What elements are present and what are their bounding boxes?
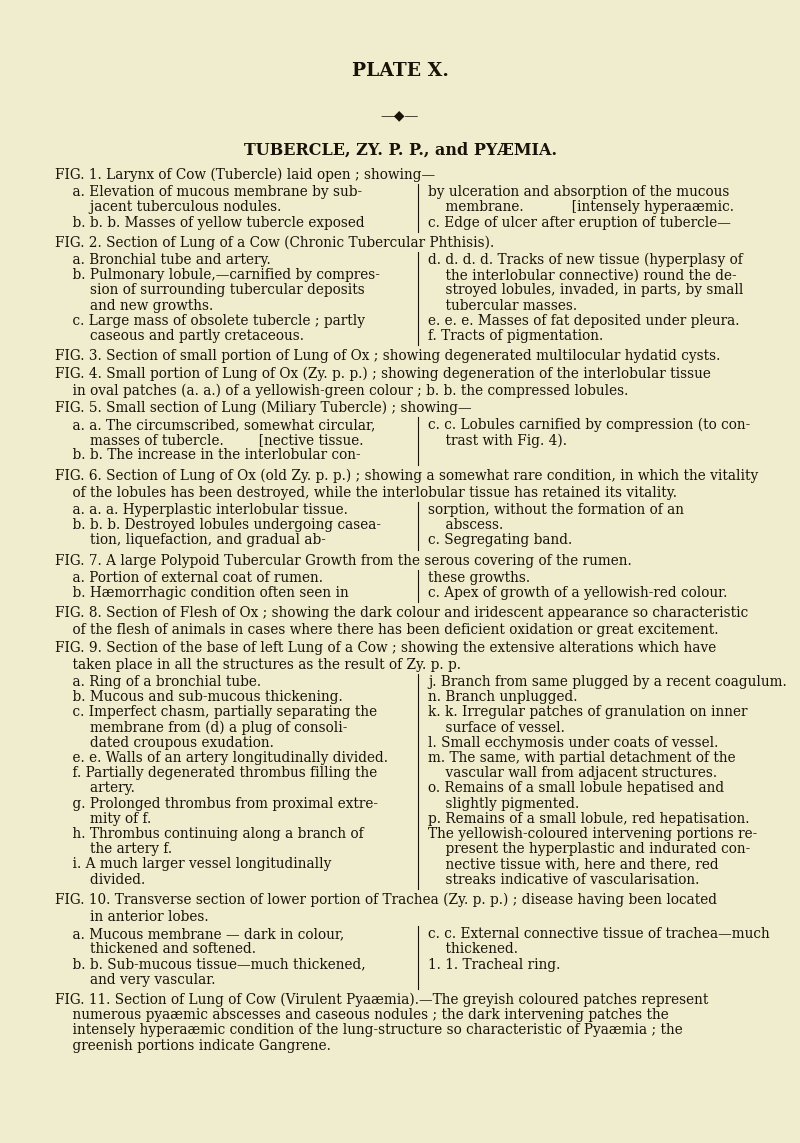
Text: divided.: divided.: [55, 872, 146, 887]
Text: thickened and softened.: thickened and softened.: [55, 942, 256, 957]
Text: FIG. 4. Small portion of Lung of Ox (Zy. p. p.) ; showing degeneration of the in: FIG. 4. Small portion of Lung of Ox (Zy.…: [55, 367, 711, 381]
Text: FIG. 10. Transverse section of lower portion of Trachea (Zy. p. p.) ; disease ha: FIG. 10. Transverse section of lower por…: [55, 893, 717, 908]
Text: n. Branch unplugged.: n. Branch unplugged.: [428, 690, 578, 704]
Text: greenish portions indicate Gangrene.: greenish portions indicate Gangrene.: [55, 1039, 331, 1053]
Text: membrane.           [intensely hyperaæmic.: membrane. [intensely hyperaæmic.: [428, 200, 734, 215]
Text: a. Portion of external coat of rumen.: a. Portion of external coat of rumen.: [55, 570, 323, 585]
Text: c. Large mass of obsolete tubercle ; partly: c. Large mass of obsolete tubercle ; par…: [55, 314, 365, 328]
Text: b. Hæmorrhagic condition often seen in: b. Hæmorrhagic condition often seen in: [55, 586, 349, 600]
Text: a. a. The circumscribed, somewhat circular,: a. a. The circumscribed, somewhat circul…: [55, 418, 375, 432]
Text: b. b. b. Masses of yellow tubercle exposed: b. b. b. Masses of yellow tubercle expos…: [55, 216, 365, 230]
Text: d. d. d. d. Tracks of new tissue (hyperplasy of: d. d. d. d. Tracks of new tissue (hyperp…: [428, 253, 742, 267]
Text: b. Mucous and sub-mucous thickening.: b. Mucous and sub-mucous thickening.: [55, 690, 342, 704]
Text: k. k. Irregular patches of granulation on inner: k. k. Irregular patches of granulation o…: [428, 705, 747, 719]
Text: a. Mucous membrane — dark in colour,: a. Mucous membrane — dark in colour,: [55, 927, 344, 941]
Text: o. Remains of a small lobule hepatised and: o. Remains of a small lobule hepatised a…: [428, 782, 724, 796]
Text: intensely hyperaæmic condition of the lung-structure so characteristic of Pyaæmi: intensely hyperaæmic condition of the lu…: [55, 1023, 682, 1038]
Text: vascular wall from adjacent structures.: vascular wall from adjacent structures.: [428, 766, 717, 781]
Text: b. Pulmonary lobule,—carnified by compres-: b. Pulmonary lobule,—carnified by compre…: [55, 269, 380, 282]
Text: a. a. a. Hyperplastic interlobular tissue.: a. a. a. Hyperplastic interlobular tissu…: [55, 503, 348, 517]
Text: c. Edge of ulcer after eruption of tubercle—: c. Edge of ulcer after eruption of tuber…: [428, 216, 731, 230]
Text: and very vascular.: and very vascular.: [55, 973, 215, 986]
Text: c. Segregating band.: c. Segregating band.: [428, 534, 572, 547]
Text: of the flesh of animals in cases where there has been deficient oxidation or gre: of the flesh of animals in cases where t…: [55, 623, 718, 638]
Text: c. c. External connective tissue of trachea—much: c. c. External connective tissue of trac…: [428, 927, 770, 941]
Text: c. Imperfect chasm, partially separating the: c. Imperfect chasm, partially separating…: [55, 705, 377, 719]
Text: the artery f.: the artery f.: [55, 842, 172, 856]
Text: membrane from (d) a plug of consoli-: membrane from (d) a plug of consoli-: [55, 720, 347, 735]
Text: caseous and partly cretaceous.: caseous and partly cretaceous.: [55, 329, 304, 343]
Text: l. Small ecchymosis under coats of vessel.: l. Small ecchymosis under coats of vesse…: [428, 736, 718, 750]
Text: sion of surrounding tubercular deposits: sion of surrounding tubercular deposits: [55, 283, 365, 297]
Text: of the lobules has been destroyed, while the interlobular tissue has retained it: of the lobules has been destroyed, while…: [55, 486, 677, 499]
Text: i. A much larger vessel longitudinally: i. A much larger vessel longitudinally: [55, 857, 331, 871]
Text: FIG. 2. Section of Lung of a Cow (Chronic Tubercular Phthisis).: FIG. 2. Section of Lung of a Cow (Chroni…: [55, 235, 494, 250]
Text: a. Bronchial tube and artery.: a. Bronchial tube and artery.: [55, 253, 270, 267]
Text: FIG. 8. Section of Flesh of Ox ; showing the dark colour and iridescent appearan: FIG. 8. Section of Flesh of Ox ; showing…: [55, 606, 748, 621]
Text: FIG. 3. Section of small portion of Lung of Ox ; showing degenerated multilocula: FIG. 3. Section of small portion of Lung…: [55, 350, 720, 363]
Text: taken place in all the structures as the result of Zy. p. p.: taken place in all the structures as the…: [55, 658, 461, 672]
Text: a. Ring of a bronchial tube.: a. Ring of a bronchial tube.: [55, 676, 261, 689]
Text: e. e. e. Masses of fat deposited under pleura.: e. e. e. Masses of fat deposited under p…: [428, 314, 739, 328]
Text: these growths.: these growths.: [428, 570, 530, 585]
Text: 1. 1. Tracheal ring.: 1. 1. Tracheal ring.: [428, 958, 560, 972]
Text: b. b. b. Destroyed lobules undergoing casea-: b. b. b. Destroyed lobules undergoing ca…: [55, 518, 381, 533]
Text: PLATE X.: PLATE X.: [351, 62, 449, 80]
Text: e. e. Walls of an artery longitudinally divided.: e. e. Walls of an artery longitudinally …: [55, 751, 388, 765]
Text: —◆—: —◆—: [381, 107, 419, 122]
Text: The yellowish-coloured intervening portions re-: The yellowish-coloured intervening porti…: [428, 828, 758, 841]
Text: thickened.: thickened.: [428, 942, 518, 957]
Text: c. Apex of growth of a yellowish-red colour.: c. Apex of growth of a yellowish-red col…: [428, 586, 727, 600]
Text: sorption, without the formation of an: sorption, without the formation of an: [428, 503, 684, 517]
Text: g. Prolonged thrombus from proximal extre-: g. Prolonged thrombus from proximal extr…: [55, 797, 378, 810]
Text: masses of tubercle.        [nective tissue.: masses of tubercle. [nective tissue.: [55, 433, 363, 447]
Text: FIG. 6. Section of Lung of Ox (old Zy. p. p.) ; showing a somewhat rare conditio: FIG. 6. Section of Lung of Ox (old Zy. p…: [55, 469, 758, 483]
Text: streaks indicative of vascularisation.: streaks indicative of vascularisation.: [428, 872, 699, 887]
Text: j. Branch from same plugged by a recent coagulum.: j. Branch from same plugged by a recent …: [428, 676, 786, 689]
Text: FIG. 1. Larynx of Cow (Tubercle) laid open ; showing—: FIG. 1. Larynx of Cow (Tubercle) laid op…: [55, 168, 435, 183]
Text: FIG. 5. Small section of Lung (Miliary Tubercle) ; showing—: FIG. 5. Small section of Lung (Miliary T…: [55, 401, 472, 415]
Text: f. Partially degenerated thrombus filling the: f. Partially degenerated thrombus fillin…: [55, 766, 378, 781]
Text: mity of f.: mity of f.: [55, 812, 151, 825]
Text: artery.: artery.: [55, 782, 135, 796]
Text: m. The same, with partial detachment of the: m. The same, with partial detachment of …: [428, 751, 736, 765]
Text: and new growths.: and new growths.: [55, 298, 214, 312]
Text: abscess.: abscess.: [428, 518, 503, 533]
Text: in oval patches (a. a.) of a yellowish-green colour ; b. b. the compressed lobul: in oval patches (a. a.) of a yellowish-g…: [55, 384, 628, 398]
Text: FIG. 9. Section of the base of left Lung of a Cow ; showing the extensive altera: FIG. 9. Section of the base of left Lung…: [55, 640, 716, 655]
Text: FIG. 11. Section of Lung of Cow (Virulent Pyaæmia).—The greyish coloured patches: FIG. 11. Section of Lung of Cow (Virulen…: [55, 993, 708, 1007]
Text: b. b. Sub-mucous tissue—much thickened,: b. b. Sub-mucous tissue—much thickened,: [55, 958, 366, 972]
Text: in anterior lobes.: in anterior lobes.: [55, 910, 209, 924]
Text: trast with Fig. 4).: trast with Fig. 4).: [428, 433, 567, 448]
Text: jacent tuberculous nodules.: jacent tuberculous nodules.: [55, 200, 282, 215]
Text: FIG. 7. A large Polypoid Tubercular Growth from the serous covering of the rumen: FIG. 7. A large Polypoid Tubercular Grow…: [55, 553, 632, 568]
Text: f. Tracts of pigmentation.: f. Tracts of pigmentation.: [428, 329, 603, 343]
Text: p. Remains of a small lobule, red hepatisation.: p. Remains of a small lobule, red hepati…: [428, 812, 750, 825]
Text: a. Elevation of mucous membrane by sub-: a. Elevation of mucous membrane by sub-: [55, 185, 362, 199]
Text: surface of vessel.: surface of vessel.: [428, 720, 565, 735]
Text: slightly pigmented.: slightly pigmented.: [428, 797, 579, 810]
Text: numerous pyaæmic abscesses and caseous nodules ; the dark intervening patches th: numerous pyaæmic abscesses and caseous n…: [55, 1008, 669, 1022]
Text: stroyed lobules, invaded, in parts, by small: stroyed lobules, invaded, in parts, by s…: [428, 283, 743, 297]
Text: present the hyperplastic and indurated con-: present the hyperplastic and indurated c…: [428, 842, 750, 856]
Text: b. b. The increase in the interlobular con-: b. b. The increase in the interlobular c…: [55, 448, 361, 463]
Text: tubercular masses.: tubercular masses.: [428, 298, 577, 312]
Text: tion, liquefaction, and gradual ab-: tion, liquefaction, and gradual ab-: [55, 534, 326, 547]
Text: the interlobular connective) round the de-: the interlobular connective) round the d…: [428, 269, 737, 282]
Text: by ulceration and absorption of the mucous: by ulceration and absorption of the muco…: [428, 185, 730, 199]
Text: c. c. Lobules carnified by compression (to con-: c. c. Lobules carnified by compression (…: [428, 418, 750, 432]
Text: dated croupous exudation.: dated croupous exudation.: [55, 736, 274, 750]
Text: h. Thrombus continuing along a branch of: h. Thrombus continuing along a branch of: [55, 828, 364, 841]
Text: nective tissue with, here and there, red: nective tissue with, here and there, red: [428, 857, 718, 871]
Text: TUBERCLE, ZY. P. P., and PYÆMIA.: TUBERCLE, ZY. P. P., and PYÆMIA.: [243, 142, 557, 159]
